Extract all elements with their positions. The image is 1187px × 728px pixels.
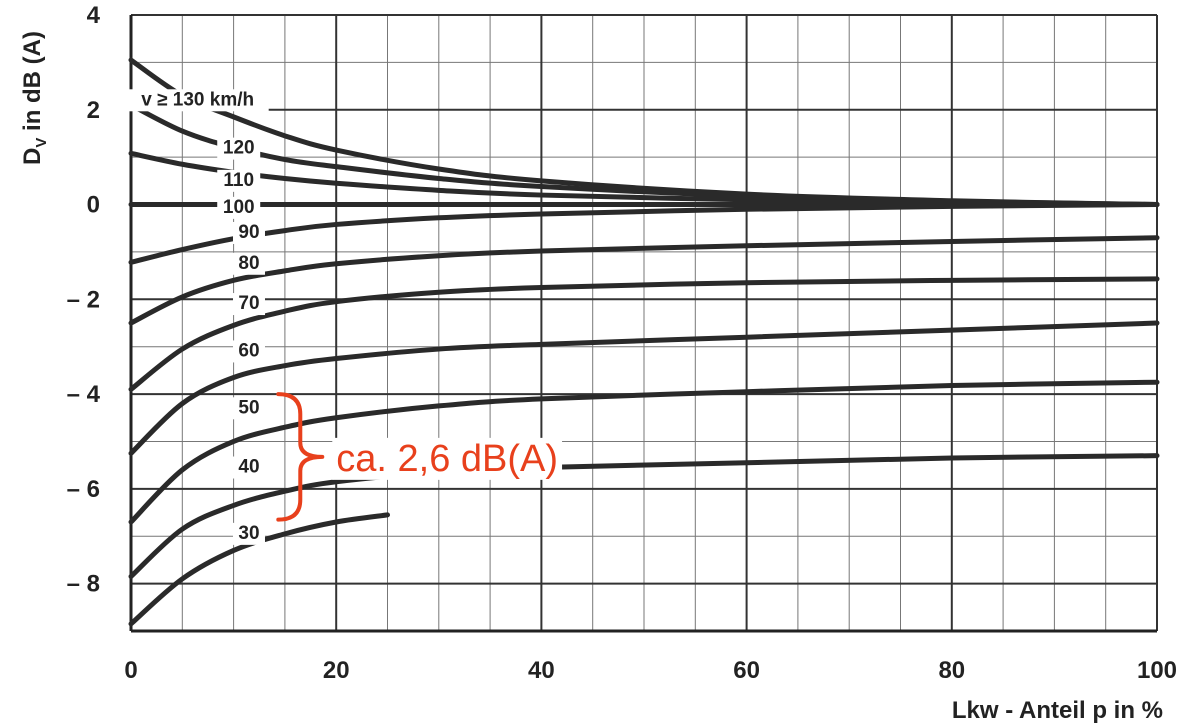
curve-label-bg-0 [126,89,269,112]
y-tick-label: – 2 [67,286,100,313]
x-tick-label: 0 [124,657,137,684]
curve-label-6: 70 [238,293,259,314]
curve-label-10: 30 [238,523,259,544]
curve-label-bg-4 [232,221,265,244]
y-tick-label: – 4 [67,381,101,408]
y-axis-tick-labels: 4 2 0 – 2 – 4 – 6 – 8 [67,2,101,598]
series-line-5 [128,235,1160,326]
annotation-text-bg [332,437,563,480]
x-tick-label: 20 [323,657,350,684]
y-tick-label: – 8 [67,571,100,598]
annotation-text: ca. 2,6 dB(A) [336,438,558,480]
label-backgrounds [126,89,269,545]
curve-label-9: 40 [238,457,259,478]
x-axis-tick-labels: 0 20 40 60 80 100 [124,657,1177,684]
curve-label-bg-8 [232,397,265,420]
x-tick-label: 60 [733,657,760,684]
curve-label-bg-6 [232,293,265,316]
y-axis-title-main: D [19,148,46,165]
y-axis-title: DV in dB (A) [19,31,50,165]
curve-label-bg-3 [217,196,261,219]
y-tick-label: – 6 [67,476,100,503]
curve-label-1: 120 [223,138,255,159]
curve-label-7: 60 [238,340,259,361]
curve-label-bg-9 [232,456,265,479]
curve-label-4: 90 [238,222,259,243]
curve-label-3: 100 [223,197,255,218]
curve-labels: v ≥ 130 km/h 120 110 100 90 80 70 60 50 40 30 [141,89,259,544]
curve-label-8: 50 [238,397,259,418]
y-tick-label: 0 [87,192,100,219]
curve-label-bg-5 [232,252,265,275]
grid-major [129,14,1158,633]
series-line-7 [128,320,1160,456]
series-line-8 [128,379,1160,525]
curve-label-bg-10 [232,522,265,545]
series-line-6 [128,276,1160,392]
curve-label-bg-1 [217,137,261,160]
y-axis-title-rest: in dB (A) [19,31,46,138]
curve-label-5: 80 [238,253,259,274]
y-axis-title-sub: V [33,138,50,148]
grid-minor [130,14,1158,632]
curve-label-2: 110 [223,170,254,191]
x-tick-label: 40 [528,657,555,684]
curve-label-bg-7 [232,340,265,363]
x-tick-label: 80 [938,657,965,684]
x-tick-label: 100 [1137,657,1177,684]
y-tick-label: 4 [87,2,101,29]
annotation-brace [276,392,325,522]
y-tick-label: 2 [87,97,100,124]
curve-label-bg-2 [217,169,261,192]
curve-label-0: v ≥ 130 km/h [141,89,254,110]
x-axis-title: Lkw - Anteil p in % [952,697,1163,724]
